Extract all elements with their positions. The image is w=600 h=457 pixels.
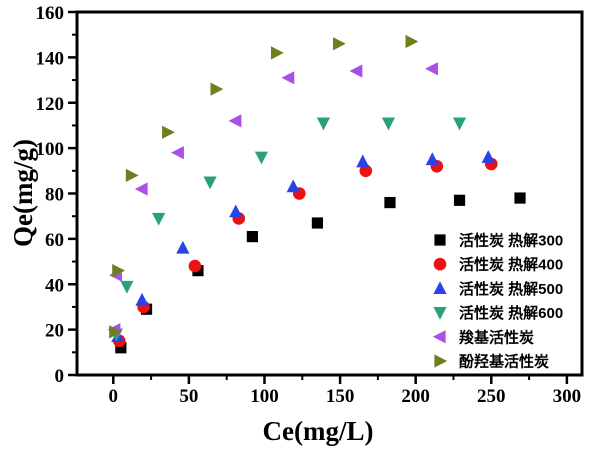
y-tick-label: 120 — [36, 94, 65, 115]
legend-item-1: 活性炭 热解400 — [433, 256, 563, 274]
data-point — [481, 150, 495, 163]
axis-ticks: 0 50 100 150 200 250 300 0 20 40 60 80 100 120 140 160 — [36, 3, 582, 407]
data-point — [112, 264, 126, 278]
data-point — [425, 62, 438, 76]
data-point — [281, 71, 295, 85]
legend-item-4: 羧基活性炭 — [432, 328, 534, 346]
data-point — [270, 46, 284, 60]
legend-label: 酚羟基活性炭 — [459, 353, 549, 371]
data-point — [125, 168, 139, 182]
data-point — [176, 240, 190, 254]
data-point — [246, 231, 258, 243]
data-point — [453, 194, 466, 206]
legend-label: 活性炭 热解400 — [459, 256, 563, 274]
legend-item-3: 活性炭 热解600 — [433, 304, 563, 322]
y-tick-label: 60 — [45, 230, 64, 251]
y-axis-title: Qe(mg/g) — [8, 139, 38, 247]
legend-label: 活性炭 热解600 — [459, 304, 563, 322]
data-point — [452, 117, 467, 131]
x-tick-label: 300 — [553, 386, 582, 407]
legend-square-icon — [434, 234, 446, 246]
data-point — [228, 114, 242, 128]
data-point — [120, 280, 134, 294]
data-point — [152, 212, 166, 226]
data-point — [134, 182, 148, 196]
x-tick-label: 100 — [250, 386, 279, 407]
legend-triangle-right-icon — [434, 354, 448, 368]
legend-label: 活性炭 热解300 — [459, 232, 563, 250]
data-point — [203, 176, 217, 190]
x-tick-label: 150 — [326, 386, 355, 407]
series-3 — [109, 117, 467, 342]
data-points-layer — [107, 34, 526, 354]
legend-item-5: 酚羟基活性炭 — [434, 353, 549, 371]
y-tick-label: 0 — [55, 366, 65, 387]
data-point — [514, 192, 526, 204]
legend-triangle-down-icon — [433, 306, 447, 320]
y-tick-label: 140 — [36, 48, 65, 69]
data-point — [210, 82, 224, 96]
legend-item-0: 活性炭 热解300 — [434, 232, 563, 250]
data-point — [316, 117, 331, 131]
data-point — [229, 204, 243, 218]
series-5 — [109, 34, 419, 339]
legend-triangle-up-icon — [433, 281, 447, 295]
y-tick-label: 100 — [36, 139, 65, 160]
data-point — [384, 196, 396, 209]
y-tick-label: 20 — [45, 321, 64, 342]
legend-label: 活性炭 热解500 — [459, 280, 563, 298]
legend-circle-icon — [433, 257, 447, 271]
legend-item-2: 活性炭 热解500 — [433, 280, 563, 298]
data-point — [381, 117, 396, 131]
data-point — [356, 154, 370, 168]
legend-triangle-left-icon — [432, 330, 446, 344]
data-point — [115, 342, 127, 354]
y-tick-label: 40 — [45, 275, 64, 296]
legend: 活性炭 热解300 活性炭 热解400 活性炭 热解500 活性炭 热解600 羧基活性… — [432, 232, 563, 371]
data-point — [171, 146, 184, 160]
x-tick-label: 250 — [477, 386, 506, 407]
data-point — [332, 37, 346, 51]
series-2 — [111, 150, 495, 343]
x-tick-label: 0 — [109, 386, 119, 407]
data-point — [311, 217, 324, 229]
data-point — [349, 64, 363, 78]
x-axis-title: Ce(mg/L) — [263, 416, 374, 446]
data-point — [359, 164, 373, 178]
data-point — [162, 125, 175, 139]
y-tick-label: 160 — [36, 3, 65, 24]
data-point — [135, 292, 149, 306]
y-tick-label: 80 — [45, 185, 64, 206]
data-point — [109, 325, 122, 339]
data-point — [405, 34, 419, 49]
x-tick-label: 200 — [401, 386, 430, 407]
data-point — [188, 259, 202, 273]
data-point — [286, 179, 300, 193]
data-point — [254, 151, 269, 165]
x-tick-label: 50 — [179, 386, 198, 407]
legend-label: 羧基活性炭 — [459, 328, 534, 346]
data-point — [425, 152, 439, 166]
